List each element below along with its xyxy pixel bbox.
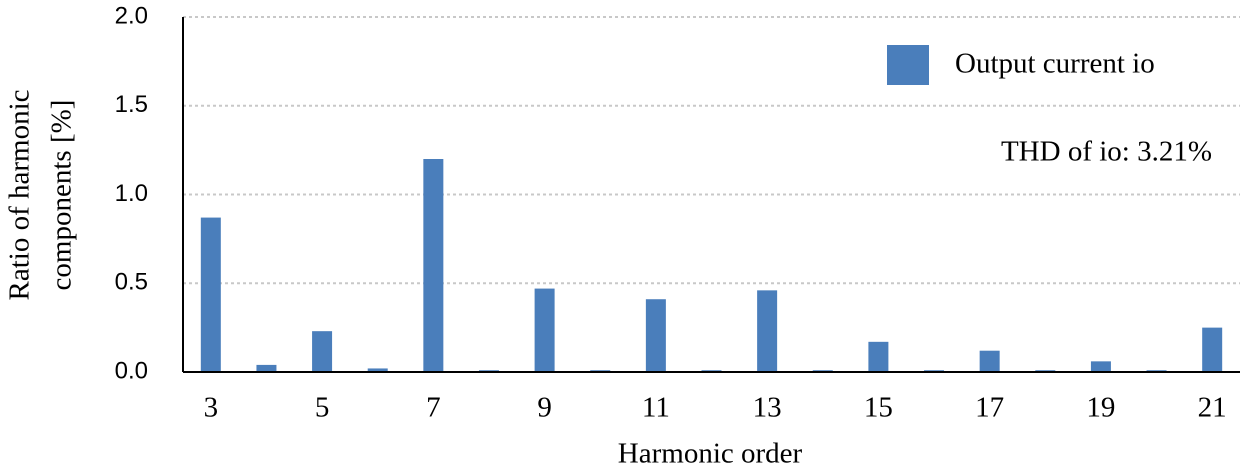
y-tick-label: 1.0 [115, 180, 148, 207]
x-axis-label: Harmonic order [618, 438, 803, 470]
x-tick-label: 21 [1198, 392, 1227, 424]
x-tick-label: 15 [864, 392, 893, 424]
bar [1090, 361, 1111, 372]
bar [200, 217, 221, 372]
x-tick-label: 19 [1086, 392, 1115, 424]
y-tick-label: 0.0 [115, 357, 148, 384]
bar [868, 341, 889, 372]
legend-swatch [887, 45, 929, 85]
x-tick-label: 7 [426, 392, 441, 424]
bar [423, 159, 444, 372]
bar [312, 331, 333, 372]
bar [645, 299, 666, 372]
x-tick-label: 13 [753, 392, 782, 424]
bar [757, 290, 778, 372]
annotation: THD of io: 3.21% [1001, 136, 1212, 168]
bar [367, 368, 388, 372]
legend-label: Output current io [955, 48, 1155, 80]
x-tick-label: 3 [204, 392, 219, 424]
x-tick-label: 5 [315, 392, 330, 424]
y-tick-label: 0.5 [115, 269, 148, 296]
y-axis-label: Ratio of harmonic components [%] [4, 89, 78, 300]
bar [979, 350, 1000, 372]
y-tick-label: 1.5 [115, 91, 148, 118]
y-axis-label-line: components [%] [46, 100, 78, 291]
y-axis-label-line: Ratio of harmonic [4, 89, 36, 300]
bar [1202, 327, 1223, 372]
bar [534, 288, 555, 372]
x-tick-label: 9 [537, 392, 552, 424]
x-tick-label: 11 [642, 392, 670, 424]
x-tick-label: 17 [975, 392, 1004, 424]
y-tick-label: 2.0 [115, 2, 148, 29]
bar [256, 364, 277, 372]
